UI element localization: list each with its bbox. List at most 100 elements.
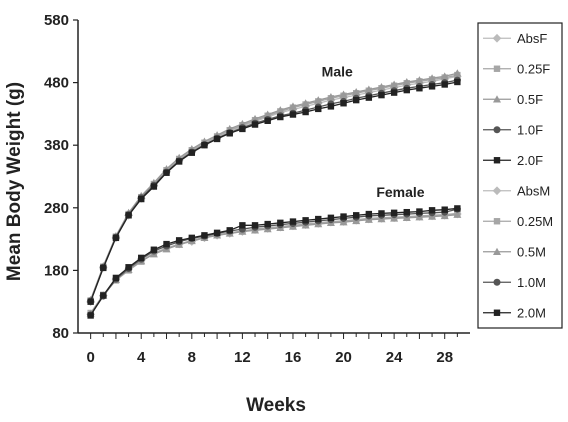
legend-label: AbsM: [517, 183, 550, 198]
legend-item: 1.0F: [483, 122, 543, 137]
data-point: [327, 214, 335, 222]
legend-swatch-marker: [492, 186, 502, 196]
y-tick-label: 280: [44, 200, 69, 217]
x-tick-label: 0: [86, 349, 94, 366]
data-point: [289, 218, 297, 225]
legend-swatch-marker: [493, 65, 501, 72]
data-point: [315, 215, 322, 223]
data-point: [239, 222, 246, 229]
data-point: [340, 100, 347, 107]
annotation-male: Male: [322, 63, 353, 79]
series-2.0F: [87, 205, 461, 319]
data-point: [87, 312, 94, 319]
data-point: [277, 219, 284, 227]
data-point: [441, 206, 448, 213]
x-axis-title: Weeks: [246, 395, 306, 416]
legend-item: AbsM: [483, 183, 550, 198]
legend-swatch-marker: [493, 218, 501, 225]
data-point: [428, 74, 437, 82]
data-point: [125, 264, 132, 271]
x-tick-label: 28: [436, 349, 453, 366]
legend-label: 0.25M: [517, 214, 553, 229]
data-point: [315, 105, 322, 113]
data-point: [378, 210, 385, 217]
y-tick-label: 80: [52, 325, 69, 342]
legend-swatch-marker: [493, 309, 501, 316]
data-point: [239, 125, 246, 133]
data-point: [163, 169, 170, 176]
legend-item: 2.0M: [483, 305, 546, 320]
series-layer: [86, 69, 462, 319]
data-point: [378, 91, 385, 99]
legend-label: 0.25F: [517, 61, 550, 76]
data-point: [314, 96, 323, 104]
legend-swatch-marker: [493, 247, 501, 255]
data-point: [288, 102, 297, 110]
data-point: [454, 78, 461, 86]
data-point: [365, 210, 373, 218]
data-point: [365, 94, 373, 101]
data-point: [163, 240, 170, 248]
x-tick-label: 16: [285, 349, 302, 366]
data-point: [403, 208, 410, 216]
data-point: [213, 135, 221, 143]
data-point: [188, 149, 196, 156]
data-point: [138, 195, 145, 203]
series-line: [90, 214, 458, 314]
tick-labels: 80 180 280 380 480 580 0 4 8 12 16 20 24 28: [44, 12, 453, 366]
legend-item: 2.0F: [483, 153, 543, 168]
data-point: [276, 106, 285, 114]
legend-item: 0.5F: [483, 92, 543, 107]
x-tick-label: 24: [386, 349, 403, 366]
legend-item: AbsF: [483, 31, 547, 46]
legend-item: 0.25F: [483, 61, 550, 76]
legend-box: [477, 22, 563, 329]
y-axis-title: Mean Body Weight (g): [4, 82, 25, 281]
data-point: [352, 87, 361, 96]
data-point: [150, 246, 158, 253]
data-point: [150, 183, 158, 190]
annotations: Male Female: [322, 63, 425, 200]
data-point: [201, 232, 208, 239]
data-point: [415, 76, 424, 84]
data-point: [289, 111, 297, 118]
data-point: [377, 82, 386, 91]
series-1.0F: [87, 205, 461, 319]
series-line: [90, 207, 458, 316]
data-point: [226, 130, 233, 137]
data-point: [352, 212, 360, 219]
data-point: [453, 69, 462, 77]
data-point: [100, 264, 107, 272]
data-point: [302, 108, 309, 116]
data-point: [327, 103, 335, 110]
y-tick-label: 180: [44, 262, 69, 279]
legend-swatch-marker: [493, 95, 501, 103]
data-point: [416, 208, 423, 215]
legend-label: 0.5M: [517, 244, 546, 259]
data-point: [175, 158, 183, 165]
data-point: [403, 86, 410, 94]
data-point: [251, 114, 260, 123]
axes: [73, 19, 470, 339]
data-point: [440, 72, 449, 80]
legend-label: AbsF: [517, 31, 547, 46]
data-point: [251, 222, 259, 229]
x-tick-label: 12: [234, 349, 251, 366]
data-point: [87, 298, 94, 305]
data-point: [112, 234, 120, 242]
data-point: [428, 83, 436, 90]
data-point: [364, 85, 373, 93]
data-point: [264, 220, 271, 228]
legend-label: 2.0M: [517, 305, 546, 320]
series-line: [90, 213, 458, 315]
data-point: [100, 292, 107, 299]
data-point: [263, 110, 272, 118]
annotation-female: Female: [376, 184, 424, 200]
data-point: [213, 229, 221, 237]
data-point: [390, 80, 399, 88]
series-line: [90, 208, 458, 316]
data-point: [125, 212, 132, 219]
data-point: [112, 274, 120, 282]
legend-item: 0.5M: [483, 244, 546, 259]
x-tick-label: 20: [335, 349, 352, 366]
